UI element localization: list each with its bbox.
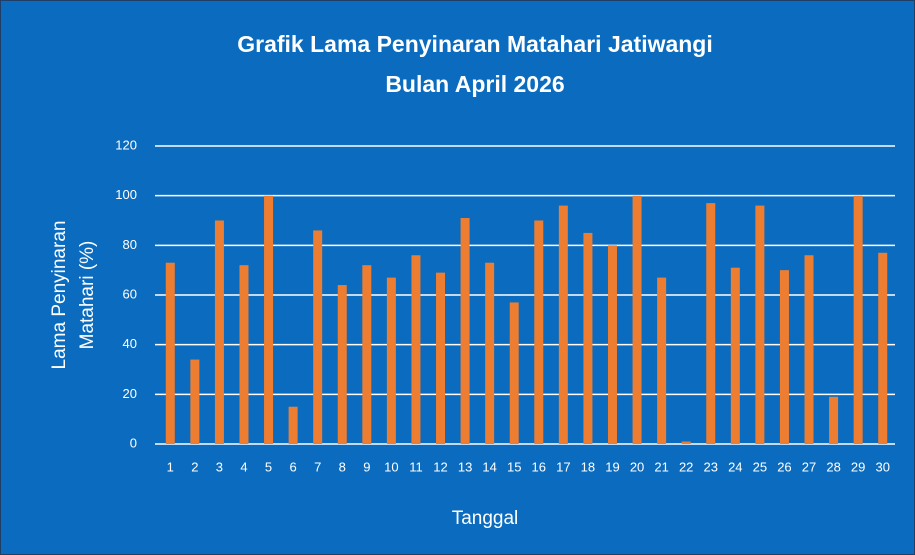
x-tick-label: 7 (314, 459, 321, 474)
bar (779, 270, 789, 444)
bar (657, 277, 667, 444)
bar (730, 267, 740, 444)
x-tick-label: 8 (339, 459, 346, 474)
x-tick-label: 22 (679, 459, 693, 474)
x-tick-label: 29 (851, 459, 865, 474)
y-axis-label: Matahari (%) (77, 241, 98, 350)
x-tick-label: 20 (630, 459, 644, 474)
x-tick-label: 2 (191, 459, 198, 474)
bar (878, 252, 888, 444)
x-tick-label: 1 (167, 459, 174, 474)
y-tick-label: 120 (115, 137, 137, 152)
y-axis-label: Lama Penyinaran (49, 221, 70, 370)
x-tick-label: 27 (802, 459, 816, 474)
x-tick-label: 28 (826, 459, 840, 474)
x-tick-label: 23 (704, 459, 718, 474)
bar (411, 255, 421, 444)
x-tick-label: 30 (875, 459, 889, 474)
x-tick-label: 16 (532, 459, 546, 474)
y-tick-label: 60 (123, 286, 137, 301)
bar (460, 218, 470, 444)
y-tick-label: 80 (123, 237, 137, 252)
bar (485, 262, 495, 444)
x-tick-label: 6 (289, 459, 296, 474)
bar (386, 277, 396, 444)
x-tick-label: 24 (728, 459, 742, 474)
x-tick-label: 25 (753, 459, 767, 474)
bar (214, 220, 224, 444)
x-tick-label: 5 (265, 459, 272, 474)
bar (239, 265, 249, 444)
bar (829, 396, 839, 444)
bar (632, 195, 642, 444)
x-tick-label: 3 (216, 459, 223, 474)
x-tick-label: 4 (240, 459, 247, 474)
x-tick-label: 10 (384, 459, 398, 474)
x-tick-label: 26 (777, 459, 791, 474)
x-tick-label: 17 (556, 459, 570, 474)
x-tick-label: 18 (581, 459, 595, 474)
x-tick-label: 14 (482, 459, 496, 474)
bar (362, 265, 372, 444)
bar (607, 245, 617, 444)
bar (264, 195, 274, 444)
x-tick-label: 13 (458, 459, 472, 474)
bar (534, 220, 544, 444)
x-axis-label: Tanggal (452, 508, 519, 529)
y-tick-label: 40 (123, 336, 137, 351)
x-tick-label: 11 (409, 459, 423, 474)
bar (804, 255, 814, 444)
bar (288, 406, 298, 444)
x-tick-label: 9 (363, 459, 370, 474)
bar (755, 205, 765, 444)
bar (509, 302, 519, 444)
chart-title: Grafik Lama Penyinaran Matahari Jatiwang… (237, 31, 713, 57)
bar (853, 195, 863, 444)
bar (165, 262, 175, 444)
bar (436, 272, 446, 444)
x-tick-label: 19 (605, 459, 619, 474)
x-tick-label: 12 (433, 459, 447, 474)
bar (681, 441, 691, 444)
bar (583, 232, 593, 444)
bar (337, 285, 347, 444)
x-tick-label: 21 (654, 459, 668, 474)
y-tick-label: 100 (115, 187, 137, 202)
bar (313, 230, 323, 444)
bar (190, 359, 200, 444)
bar (706, 203, 716, 444)
bar (558, 205, 568, 444)
y-tick-label: 0 (130, 435, 137, 450)
y-tick-label: 20 (123, 386, 137, 401)
x-tick-label: 15 (507, 459, 521, 474)
chart-title: Bulan April 2026 (385, 71, 564, 97)
